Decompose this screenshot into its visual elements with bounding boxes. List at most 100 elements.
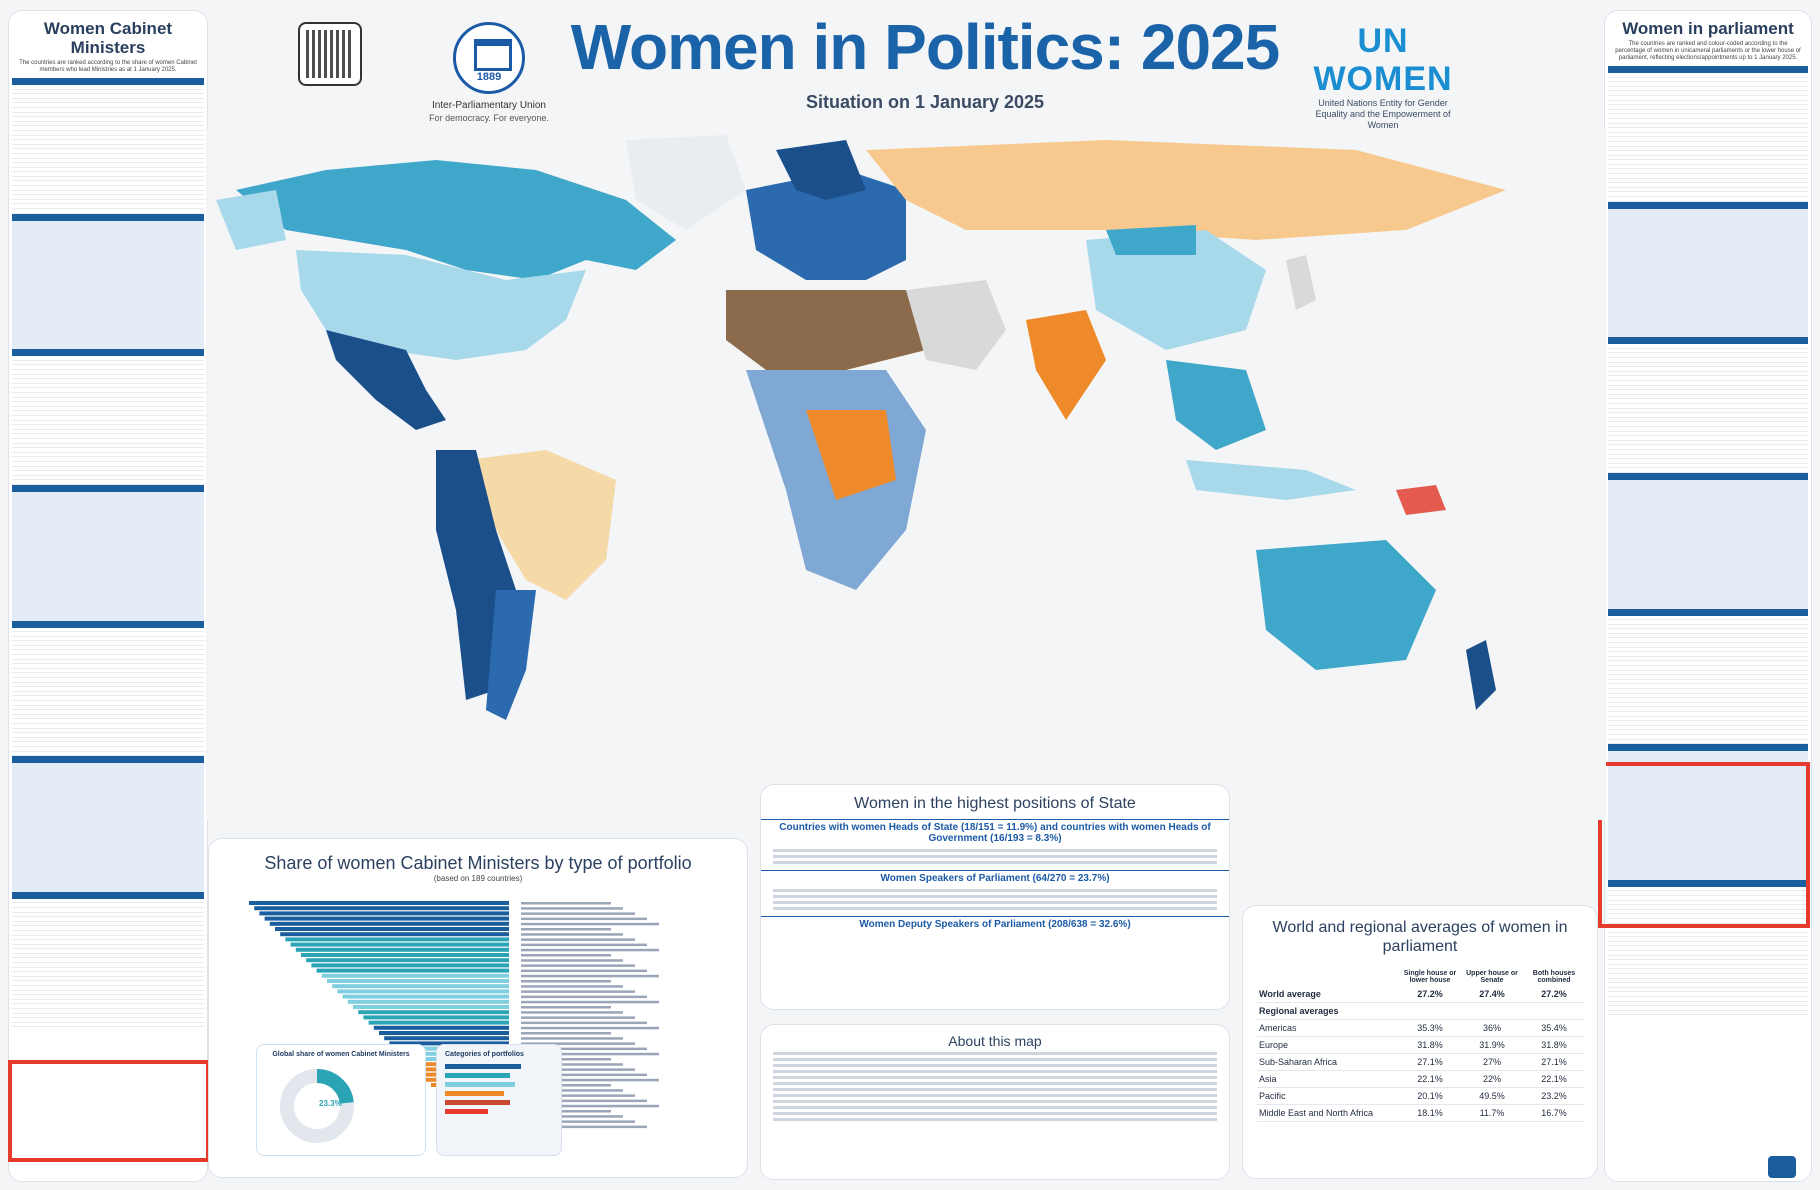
table-row — [1608, 671, 1808, 676]
qr-code[interactable] — [298, 22, 362, 86]
table-row — [12, 172, 204, 177]
table-row — [1608, 675, 1808, 680]
table-row — [12, 1023, 204, 1028]
table-row — [1608, 590, 1808, 595]
table-row — [12, 641, 204, 646]
table-row: Americas 35.3% 36% 35.4% — [1257, 1019, 1585, 1037]
table-row — [12, 122, 204, 127]
portfolio-label-line — [521, 1047, 647, 1051]
table-row — [12, 225, 204, 230]
table-row — [1608, 896, 1808, 901]
table-row — [1608, 498, 1808, 503]
highest-title: Women in the highest positions of State — [854, 795, 1136, 812]
table-row — [12, 425, 204, 430]
table-row — [12, 913, 204, 918]
table-row — [12, 317, 204, 322]
table-row — [1608, 914, 1808, 919]
table-row — [12, 90, 204, 95]
table-row — [1608, 277, 1808, 283]
table-row — [1608, 96, 1808, 101]
table-row — [12, 326, 204, 331]
table-row — [1608, 567, 1808, 572]
table-row — [12, 692, 204, 697]
table-row — [1608, 512, 1808, 517]
table-row — [12, 108, 204, 113]
map-region-greenland — [626, 135, 746, 230]
world-map[interactable] — [206, 130, 1606, 820]
table-row — [12, 335, 204, 341]
averages-table: Single house or lower house Upper house … — [1257, 970, 1585, 1122]
ipu-name: Inter-Parliamentary Union — [432, 100, 546, 111]
portfolio-label-line — [521, 1094, 635, 1097]
portfolio-label-line — [521, 969, 647, 973]
table-row — [1608, 680, 1808, 685]
portfolio-label-line — [521, 943, 647, 947]
table-row — [1608, 344, 1808, 349]
highest-positions-panel: Women in the highest positions of State … — [760, 784, 1230, 1010]
table-row — [1608, 730, 1808, 735]
table-row — [12, 733, 204, 738]
table-row — [1608, 829, 1808, 834]
portfolio-bar — [384, 1036, 509, 1041]
table-row — [1608, 249, 1808, 255]
region-value: 22.1% — [1399, 1070, 1461, 1088]
table-row — [1608, 983, 1808, 988]
table-row — [1608, 965, 1808, 970]
region-value: 18.1% — [1399, 1104, 1461, 1122]
table-row — [12, 136, 204, 141]
table-row — [1608, 707, 1808, 712]
table-row — [1608, 843, 1808, 848]
table-row — [1608, 548, 1808, 554]
table-row — [12, 995, 204, 1000]
table-row — [1608, 974, 1808, 979]
table-row — [1608, 358, 1808, 363]
table-row — [12, 149, 204, 154]
table-row — [12, 85, 204, 90]
table-row — [1608, 160, 1808, 165]
regional-averages-label: Regional averages — [1257, 1002, 1585, 1020]
table-row — [12, 471, 204, 476]
table-row — [1608, 539, 1808, 545]
table-row — [1608, 404, 1808, 409]
portfolio-label-line — [521, 912, 635, 915]
table-row — [1608, 114, 1808, 119]
table-row — [1608, 562, 1808, 568]
table-row — [1608, 815, 1808, 821]
table-row — [1608, 305, 1808, 310]
table-row — [1608, 792, 1808, 798]
table-row — [1608, 268, 1808, 273]
table-row — [12, 991, 204, 996]
table-row — [1608, 755, 1808, 761]
table-row — [1608, 516, 1808, 522]
table-row — [12, 724, 204, 729]
table-row — [12, 462, 204, 467]
table-row — [1608, 291, 1808, 296]
table-row — [1608, 197, 1808, 202]
table-row — [1608, 919, 1808, 924]
table-row — [12, 248, 204, 253]
table-row — [1608, 530, 1808, 535]
table-row — [1608, 227, 1808, 232]
portfolio-bar — [321, 973, 509, 978]
table-row — [1608, 78, 1808, 83]
table-row — [12, 827, 204, 833]
table-row — [1608, 652, 1808, 657]
table-row — [12, 94, 204, 99]
world-averages-panel: World and regional averages of women in … — [1242, 905, 1598, 1179]
portfolio-bar — [368, 1020, 509, 1025]
table-row — [1608, 603, 1808, 609]
parliament-title: Women in parliament — [1622, 19, 1794, 38]
table-row — [12, 168, 204, 173]
table-row — [1608, 764, 1808, 770]
table-row — [12, 632, 204, 637]
table-row — [12, 772, 204, 777]
table-row — [12, 873, 204, 878]
table-row — [1608, 625, 1808, 630]
col-both-houses: Both houses combined — [1532, 970, 1576, 984]
table-row — [12, 491, 204, 497]
table-row — [1608, 493, 1808, 499]
table-band — [1608, 66, 1808, 73]
table-row — [1608, 870, 1808, 876]
table-row — [1608, 110, 1808, 115]
table-row — [12, 321, 204, 327]
